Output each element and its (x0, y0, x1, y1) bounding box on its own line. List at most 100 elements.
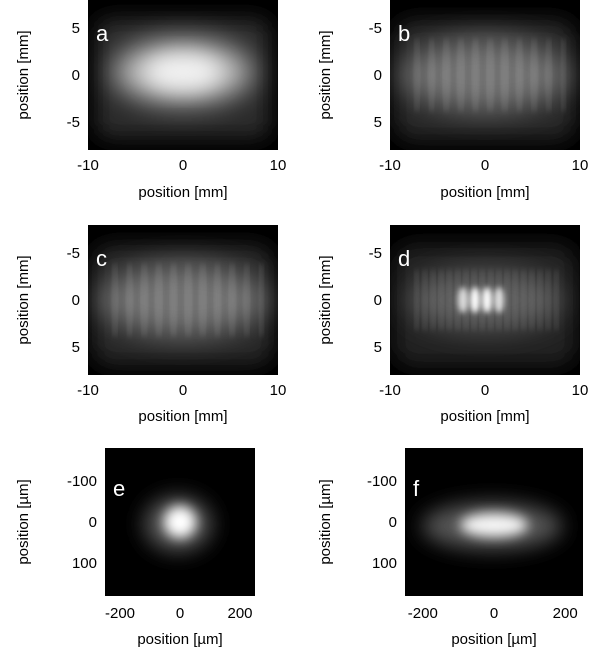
fringe-stripe (430, 39, 433, 111)
fringe-stripe (157, 264, 161, 336)
y-axis-label: position [µm] (317, 479, 334, 564)
fringe-stripe (439, 270, 443, 330)
y-tick-label: 5 (72, 339, 80, 356)
x-tick-label: -10 (379, 382, 401, 399)
y-tick-label: 0 (72, 67, 80, 84)
y-tick-label: 5 (72, 20, 80, 37)
heatmap-image (390, 225, 580, 375)
fringe-stripe (540, 39, 543, 111)
fringe-stripe (113, 264, 117, 336)
fringe-stripe (496, 39, 499, 111)
fringe-stripe (422, 39, 426, 111)
y-tick-label: -100 (67, 473, 97, 490)
y-axis-label: position [mm] (317, 255, 334, 344)
y-tick-label: 0 (89, 514, 97, 531)
x-tick-label: 0 (481, 382, 489, 399)
fringe-stripe (431, 270, 435, 330)
panel-label: b (398, 21, 410, 46)
fringe-stripe (510, 39, 514, 111)
fringe-stripe (532, 39, 536, 111)
heatmap-image (405, 448, 583, 596)
fringe-stripe (260, 264, 263, 336)
y-tick-label: 100 (72, 555, 97, 572)
x-axis-label: position [mm] (440, 408, 529, 425)
x-tick-label: -200 (408, 605, 438, 622)
x-tick-label: 10 (572, 157, 589, 174)
y-tick-label: -5 (67, 245, 80, 262)
y-axis-label: position [mm] (15, 255, 32, 344)
fringe-stripe (474, 39, 477, 111)
fringe-stripe (150, 264, 153, 336)
fringe-stripe (252, 264, 256, 336)
y-tick-label: 5 (374, 114, 382, 131)
x-tick-label: 0 (179, 157, 187, 174)
panel-f: f -200 0 200 -100 0 100 position [µm] position [… (317, 448, 583, 648)
heatmap-image (105, 448, 255, 596)
x-tick-label: 200 (553, 605, 578, 622)
fringe-stripe (525, 39, 529, 111)
fringe-stripe (555, 270, 558, 330)
x-tick-label: -200 (105, 605, 135, 622)
fringe-stripe (408, 39, 411, 111)
fringe-stripe (216, 264, 219, 336)
y-tick-label: 100 (372, 555, 397, 572)
x-tick-label: -10 (379, 157, 401, 174)
heatmap-image (390, 0, 580, 150)
x-tick-label: -10 (77, 157, 99, 174)
y-axis-label: position [mm] (15, 30, 32, 119)
fringe-stripe (459, 39, 463, 111)
fringe-stripe (466, 39, 470, 111)
fringe-stripe (230, 264, 234, 336)
x-axis-label: position [mm] (440, 184, 529, 201)
y-tick-label: 0 (389, 514, 397, 531)
fringe-stripe (547, 39, 551, 111)
fringe-stripe (194, 264, 197, 336)
fringe-stripe (223, 264, 227, 336)
fringe-stripe (245, 264, 249, 336)
fringe-stripe (415, 270, 418, 330)
fringe-stripe (179, 264, 183, 336)
fringe-stripe (447, 270, 451, 330)
fringe-stripe (437, 39, 441, 111)
fringe-stripe (554, 39, 558, 111)
spot-core (460, 513, 528, 537)
fringe-stripe (456, 270, 460, 330)
fringe-stripe (135, 264, 139, 336)
x-tick-label: 10 (270, 382, 287, 399)
fringe-stripe (415, 39, 419, 111)
panel-d: d -10 0 10 -5 0 5 position [mm] position [mm] (317, 225, 588, 425)
y-tick-label: 5 (374, 339, 382, 356)
panel-label: f (413, 476, 420, 501)
panel-b: b -10 0 10 -5 0 5 position [mm] position [mm] (317, 0, 588, 201)
fringe-stripe (513, 270, 517, 330)
beam-body (99, 264, 267, 336)
fringe-stripe (423, 270, 427, 330)
fringe-stripe (530, 270, 534, 330)
y-tick-label: -5 (369, 20, 382, 37)
bright-lobe (494, 287, 504, 313)
fringe-stripe (164, 264, 168, 336)
panel-label: c (96, 246, 107, 271)
panel-a: a -10 0 10 5 0 -5 position [mm] position [mm] (15, 0, 286, 201)
x-tick-label: 0 (490, 605, 498, 622)
x-axis-label: position [mm] (138, 184, 227, 201)
x-tick-label: 10 (270, 157, 287, 174)
fringe-stripe (452, 39, 455, 111)
x-axis-label: position [µm] (137, 631, 222, 648)
bright-lobe (470, 287, 480, 313)
fringe-stripe (172, 264, 175, 336)
heatmap-image (88, 0, 278, 150)
x-axis-label: position [µm] (451, 631, 536, 648)
fringe-stripe (546, 270, 550, 330)
fringe-stripe (120, 264, 124, 336)
panel-label: d (398, 246, 410, 271)
y-tick-label: -5 (67, 114, 80, 131)
fringe-stripe (208, 264, 212, 336)
fringe-stripe (186, 264, 190, 336)
y-axis-label: position [mm] (317, 30, 334, 119)
x-tick-label: -10 (77, 382, 99, 399)
x-tick-label: 0 (176, 605, 184, 622)
y-tick-label: 0 (72, 292, 80, 309)
x-tick-label: 0 (481, 157, 489, 174)
